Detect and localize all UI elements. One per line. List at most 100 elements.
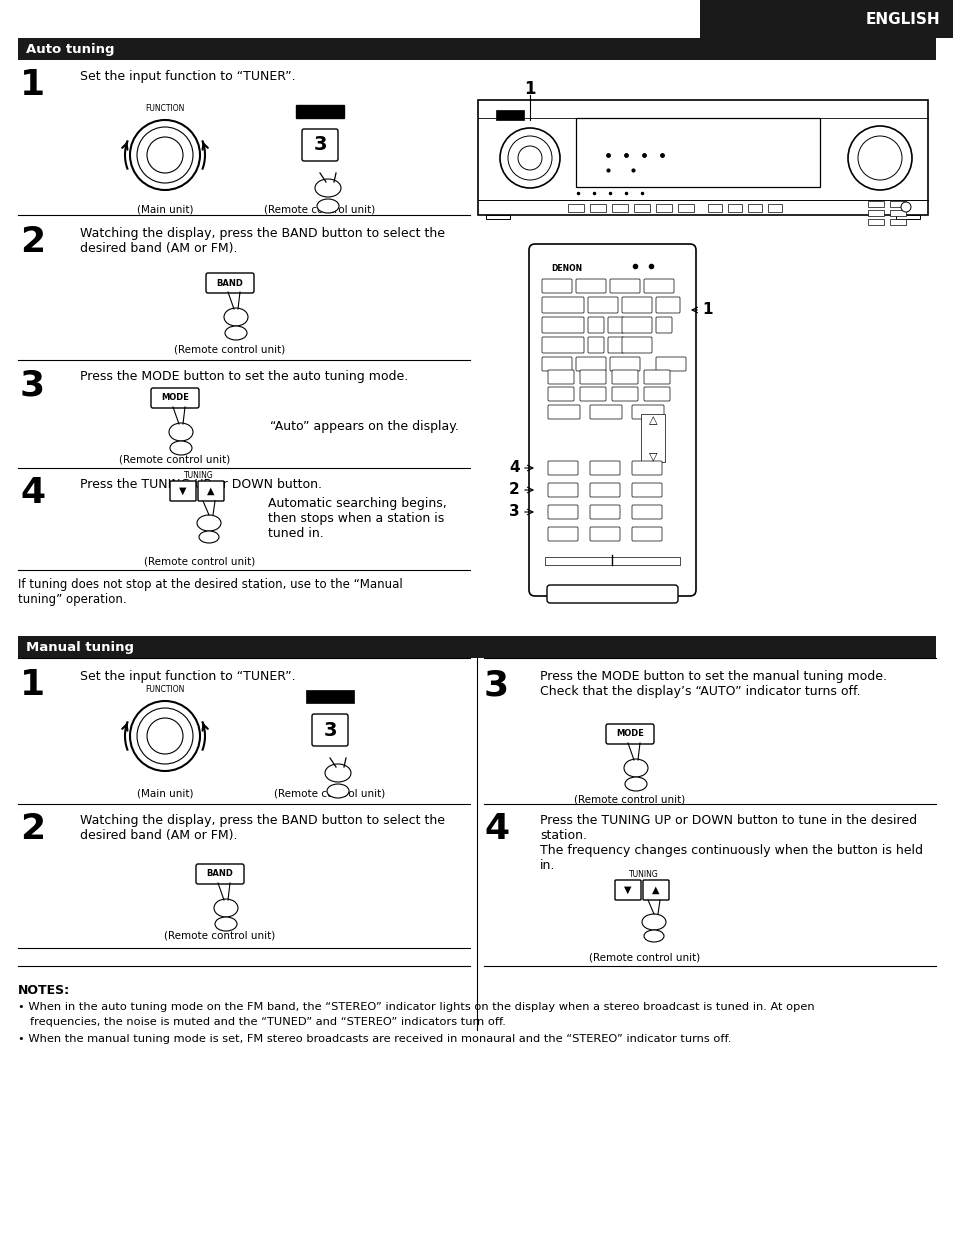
Circle shape bbox=[900, 202, 910, 212]
FancyBboxPatch shape bbox=[656, 357, 685, 371]
Text: Press the MODE button to set the auto tuning mode.: Press the MODE button to set the auto tu… bbox=[80, 370, 408, 383]
Ellipse shape bbox=[199, 531, 219, 543]
FancyBboxPatch shape bbox=[547, 505, 578, 520]
Text: (Remote control unit): (Remote control unit) bbox=[119, 455, 231, 465]
FancyBboxPatch shape bbox=[589, 404, 621, 419]
FancyBboxPatch shape bbox=[576, 357, 605, 371]
FancyBboxPatch shape bbox=[547, 482, 578, 497]
FancyBboxPatch shape bbox=[547, 387, 574, 401]
Text: 1: 1 bbox=[524, 80, 536, 98]
FancyBboxPatch shape bbox=[579, 387, 605, 401]
Text: 1: 1 bbox=[20, 68, 45, 101]
FancyBboxPatch shape bbox=[889, 210, 905, 216]
FancyBboxPatch shape bbox=[170, 481, 195, 501]
Circle shape bbox=[137, 708, 193, 764]
Text: (Remote control unit): (Remote control unit) bbox=[274, 788, 385, 798]
FancyBboxPatch shape bbox=[621, 317, 651, 333]
Ellipse shape bbox=[196, 515, 221, 531]
Text: Set the input function to “TUNER”.: Set the input function to “TUNER”. bbox=[80, 71, 295, 83]
FancyBboxPatch shape bbox=[496, 110, 523, 120]
FancyBboxPatch shape bbox=[656, 297, 679, 313]
Text: (Remote control unit): (Remote control unit) bbox=[589, 952, 700, 962]
Text: BAND: BAND bbox=[216, 278, 243, 287]
Text: 4: 4 bbox=[483, 811, 509, 846]
Text: Manual tuning: Manual tuning bbox=[26, 641, 133, 653]
Text: 2: 2 bbox=[509, 482, 519, 497]
FancyBboxPatch shape bbox=[767, 204, 781, 212]
Text: DENON: DENON bbox=[551, 263, 581, 273]
Ellipse shape bbox=[327, 784, 349, 798]
FancyBboxPatch shape bbox=[631, 505, 661, 520]
FancyBboxPatch shape bbox=[587, 336, 603, 353]
Circle shape bbox=[507, 136, 552, 181]
Text: FUNCTION: FUNCTION bbox=[145, 685, 185, 694]
FancyBboxPatch shape bbox=[541, 336, 583, 353]
FancyBboxPatch shape bbox=[567, 204, 583, 212]
Text: Set the input function to “TUNER”.: Set the input function to “TUNER”. bbox=[80, 670, 295, 683]
FancyBboxPatch shape bbox=[895, 215, 919, 219]
FancyBboxPatch shape bbox=[589, 204, 605, 212]
FancyBboxPatch shape bbox=[477, 100, 927, 215]
FancyBboxPatch shape bbox=[587, 297, 618, 313]
FancyBboxPatch shape bbox=[747, 204, 761, 212]
FancyBboxPatch shape bbox=[607, 336, 623, 353]
Text: ▼: ▼ bbox=[623, 884, 631, 896]
Ellipse shape bbox=[643, 930, 663, 943]
FancyBboxPatch shape bbox=[889, 200, 905, 207]
Circle shape bbox=[130, 120, 200, 190]
FancyBboxPatch shape bbox=[643, 280, 673, 293]
FancyBboxPatch shape bbox=[151, 388, 199, 408]
Text: (Remote control unit): (Remote control unit) bbox=[574, 794, 685, 804]
Circle shape bbox=[147, 137, 183, 173]
Text: 3: 3 bbox=[323, 720, 336, 740]
FancyBboxPatch shape bbox=[541, 357, 572, 371]
Ellipse shape bbox=[316, 199, 338, 213]
Text: “Auto” appears on the display.: “Auto” appears on the display. bbox=[270, 421, 458, 433]
Text: (Remote control unit): (Remote control unit) bbox=[144, 555, 255, 567]
Ellipse shape bbox=[314, 179, 340, 197]
Text: ▲: ▲ bbox=[652, 884, 659, 896]
Text: BAND: BAND bbox=[207, 870, 233, 878]
Text: (Remote control unit): (Remote control unit) bbox=[264, 205, 375, 215]
FancyBboxPatch shape bbox=[541, 317, 583, 333]
Text: 1: 1 bbox=[20, 668, 45, 703]
FancyBboxPatch shape bbox=[634, 204, 649, 212]
Text: ENGLISH: ENGLISH bbox=[864, 11, 939, 26]
Text: ▲: ▲ bbox=[207, 486, 214, 496]
Text: Auto tuning: Auto tuning bbox=[26, 42, 114, 56]
Ellipse shape bbox=[214, 917, 236, 931]
FancyBboxPatch shape bbox=[867, 210, 883, 216]
FancyBboxPatch shape bbox=[576, 280, 605, 293]
FancyBboxPatch shape bbox=[707, 204, 721, 212]
Text: 3: 3 bbox=[313, 136, 327, 155]
Text: AUTO: AUTO bbox=[502, 115, 517, 120]
Text: ▼: ▼ bbox=[179, 486, 187, 496]
FancyBboxPatch shape bbox=[607, 317, 623, 333]
Text: TUNING: TUNING bbox=[628, 870, 659, 880]
FancyBboxPatch shape bbox=[295, 105, 344, 118]
FancyBboxPatch shape bbox=[867, 219, 883, 225]
FancyBboxPatch shape bbox=[656, 204, 671, 212]
Ellipse shape bbox=[213, 899, 237, 917]
FancyBboxPatch shape bbox=[700, 0, 953, 38]
Text: TUNER: TUNER bbox=[315, 705, 344, 714]
Circle shape bbox=[857, 136, 901, 181]
Circle shape bbox=[130, 701, 200, 771]
Text: 4: 4 bbox=[20, 476, 45, 510]
FancyBboxPatch shape bbox=[631, 404, 663, 419]
FancyBboxPatch shape bbox=[867, 200, 883, 207]
Ellipse shape bbox=[224, 308, 248, 327]
FancyBboxPatch shape bbox=[206, 273, 253, 293]
Text: • When in the auto tuning mode on the FM band, the “STEREO” indicator lights on : • When in the auto tuning mode on the FM… bbox=[18, 1002, 814, 1012]
FancyBboxPatch shape bbox=[612, 204, 627, 212]
Text: MODE: MODE bbox=[616, 730, 643, 738]
Text: Automatic searching begins,
then stops when a station is
tuned in.: Automatic searching begins, then stops w… bbox=[268, 497, 446, 541]
Circle shape bbox=[147, 717, 183, 755]
FancyBboxPatch shape bbox=[612, 387, 638, 401]
FancyBboxPatch shape bbox=[605, 724, 654, 743]
FancyBboxPatch shape bbox=[640, 414, 664, 461]
Circle shape bbox=[847, 126, 911, 190]
Text: Press the TUNING UP or DOWN button.: Press the TUNING UP or DOWN button. bbox=[80, 477, 322, 491]
Text: If tuning does not stop at the desired station, use to the “Manual
tuning” opera: If tuning does not stop at the desired s… bbox=[18, 578, 402, 606]
FancyBboxPatch shape bbox=[656, 317, 671, 333]
